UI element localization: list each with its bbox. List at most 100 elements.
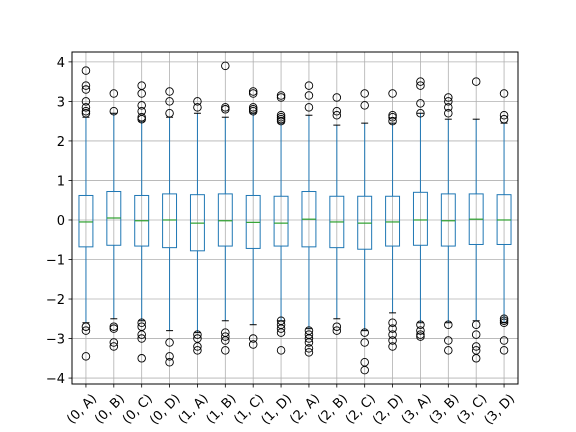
- flier-point: [499, 336, 509, 345]
- flier-point: [248, 89, 258, 98]
- box-body: [273, 195, 289, 247]
- flier-point: [471, 330, 481, 339]
- flier-point: [444, 346, 453, 355]
- flier-point: [276, 110, 286, 120]
- y-tick-label: 0: [57, 214, 65, 229]
- flier-point: [471, 320, 481, 329]
- flier-point: [416, 320, 425, 329]
- y-tick-label: −4: [46, 372, 65, 387]
- flier-point: [137, 318, 146, 327]
- box-9: [329, 93, 345, 335]
- flier-point: [388, 336, 397, 345]
- box-body: [440, 193, 456, 247]
- flier-point: [444, 103, 453, 112]
- flier-point: [499, 318, 509, 327]
- plot-area-frame: [71, 51, 519, 385]
- flier-point: [109, 342, 119, 351]
- y-tick-label: −2: [46, 293, 65, 308]
- flier-point: [416, 81, 425, 90]
- flier-point: [332, 107, 342, 116]
- flier-point: [444, 320, 453, 329]
- y-axis: −4 −3 −2 −1 0 1 2 3 4: [46, 56, 72, 387]
- flier-point: [332, 326, 342, 335]
- flier-point: [193, 103, 202, 112]
- flier-point: [137, 330, 146, 339]
- flier-point: [499, 110, 509, 120]
- flier-point: [416, 332, 425, 341]
- flier-point: [388, 342, 397, 351]
- flier-point: [444, 109, 453, 118]
- flier-point: [165, 358, 174, 367]
- flier-point: [388, 112, 397, 122]
- flier-point: [81, 103, 91, 112]
- flier-point: [332, 110, 342, 120]
- box-14: [468, 77, 484, 363]
- flier-point: [276, 324, 286, 333]
- flier-point: [416, 77, 425, 86]
- flier-point: [165, 97, 174, 106]
- y-tick-label: −3: [46, 333, 65, 348]
- flier-point: [81, 326, 91, 335]
- flier-point: [221, 332, 230, 341]
- flier-point: [137, 101, 146, 110]
- flier-point: [81, 322, 91, 331]
- flier-point: [276, 114, 286, 124]
- flier-point: [137, 114, 146, 124]
- flier-point: [416, 330, 425, 339]
- flier-point: [81, 97, 91, 106]
- flier-point: [499, 346, 509, 355]
- flier-point: [137, 112, 146, 122]
- flier-point: [221, 103, 230, 112]
- flier-point: [248, 340, 258, 349]
- flier-point: [248, 87, 258, 96]
- flier-point: [221, 336, 230, 345]
- box-body: [217, 193, 233, 247]
- box-12: [412, 77, 428, 341]
- plot-area-background: [72, 52, 518, 384]
- y-tick-label: 2: [57, 135, 65, 150]
- flier-point: [193, 342, 202, 351]
- flier-point: [360, 328, 369, 337]
- flier-point: [360, 89, 369, 98]
- flier-point: [109, 338, 119, 347]
- flier-point: [248, 334, 258, 343]
- flier-point: [81, 66, 91, 75]
- flier-point: [332, 322, 342, 331]
- flier-point: [304, 91, 314, 100]
- flier-point: [81, 109, 91, 118]
- flier-point: [499, 314, 509, 324]
- flier-point: [165, 87, 174, 96]
- flier-point: [304, 81, 314, 90]
- box-body: [162, 193, 178, 249]
- flier-point: [276, 116, 286, 126]
- flier-point: [388, 324, 397, 333]
- flier-point: [109, 324, 119, 333]
- box-7: [273, 91, 289, 355]
- flier-point: [304, 334, 314, 343]
- flier-point: [109, 322, 119, 331]
- box-11: [385, 89, 401, 351]
- flier-point: [416, 326, 425, 335]
- flier-point: [388, 116, 397, 126]
- box-13: [440, 93, 456, 355]
- flier-point: [332, 93, 342, 102]
- flier-point: [248, 103, 258, 112]
- flier-point: [444, 336, 453, 345]
- flier-point: [388, 110, 397, 120]
- flier-point: [388, 318, 397, 327]
- flier-point: [221, 346, 230, 355]
- box-6: [245, 87, 261, 349]
- flier-point: [276, 112, 286, 122]
- box-body: [412, 191, 428, 246]
- box-15: [496, 89, 512, 355]
- flier-point: [248, 105, 258, 114]
- y-tick-label: 1: [57, 174, 65, 189]
- box-0: [78, 66, 94, 361]
- flier-point: [416, 99, 425, 108]
- flier-point: [109, 107, 119, 116]
- flier-point: [193, 330, 202, 339]
- flier-point: [388, 330, 397, 339]
- flier-point: [165, 109, 174, 118]
- y-tick-label: 4: [57, 56, 65, 71]
